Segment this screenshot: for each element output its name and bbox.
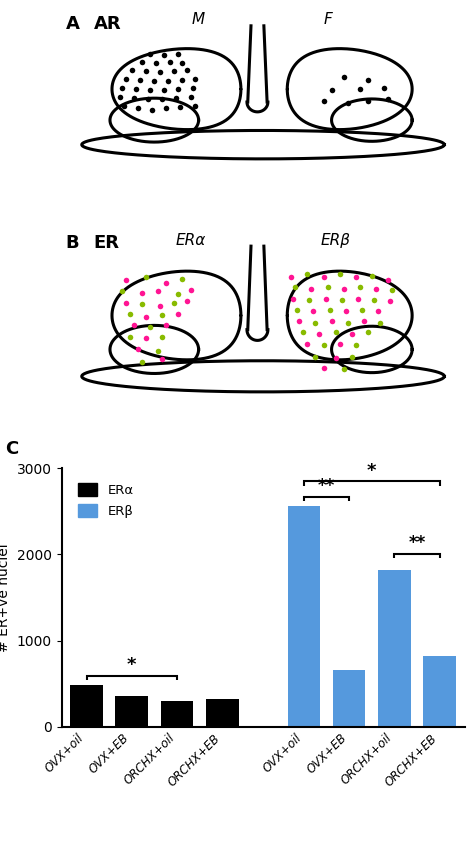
Text: M: M <box>192 12 205 27</box>
Text: A: A <box>65 15 80 33</box>
Bar <box>161 701 193 727</box>
Text: C: C <box>5 440 18 458</box>
Bar <box>206 699 238 727</box>
Y-axis label: # ER+ve nuclei: # ER+ve nuclei <box>0 544 11 652</box>
Text: *: * <box>127 656 137 674</box>
Bar <box>378 570 410 727</box>
Bar <box>288 507 320 727</box>
Bar <box>423 656 456 727</box>
Bar <box>70 685 103 727</box>
Text: AR: AR <box>94 15 121 33</box>
Legend: ERα, ERβ: ERα, ERβ <box>72 477 139 523</box>
Text: ER: ER <box>94 234 120 252</box>
Text: B: B <box>65 234 79 252</box>
Text: **: ** <box>409 534 426 552</box>
Text: ERβ: ERβ <box>320 233 351 248</box>
Bar <box>116 696 148 727</box>
Text: ERα: ERα <box>175 233 206 248</box>
Bar <box>333 670 365 727</box>
Text: F: F <box>323 12 332 27</box>
Text: **: ** <box>318 477 335 495</box>
Text: *: * <box>367 462 376 480</box>
